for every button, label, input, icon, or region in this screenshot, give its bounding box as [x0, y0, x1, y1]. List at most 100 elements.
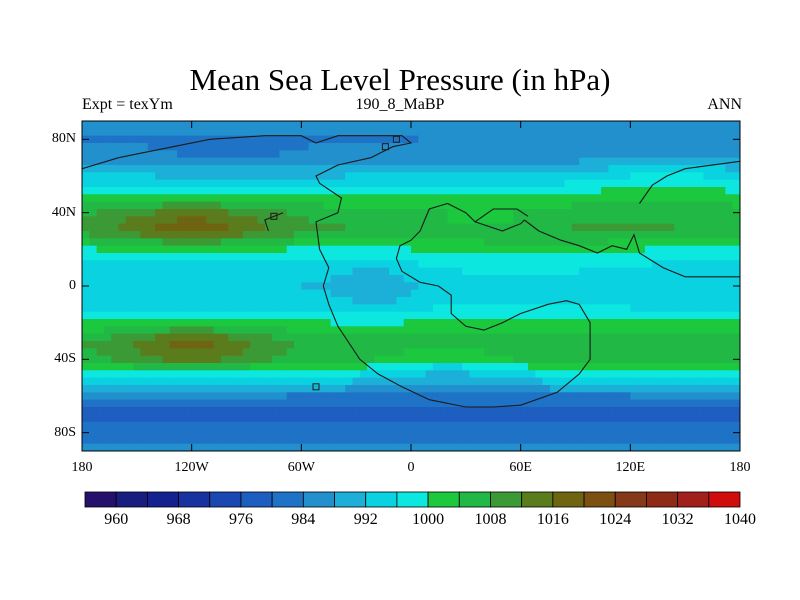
field-cell — [601, 341, 609, 349]
field-cell — [535, 209, 544, 217]
colorbar-swatch — [365, 491, 398, 508]
field-cell — [623, 282, 631, 291]
field-cell — [352, 157, 361, 166]
field-cell — [294, 231, 302, 239]
field-cell — [140, 289, 149, 298]
field-cell — [184, 260, 193, 269]
field-cell — [732, 443, 740, 451]
field-cell — [681, 399, 690, 408]
field-cell — [674, 121, 683, 129]
field-cell — [155, 275, 164, 283]
field-cell — [272, 143, 280, 151]
field-cell — [586, 421, 595, 430]
field-cell — [330, 260, 339, 269]
field-cell — [440, 326, 449, 335]
field-cell — [264, 267, 273, 276]
field-cell — [454, 245, 463, 254]
field-cell — [432, 407, 441, 415]
field-cell — [630, 392, 639, 401]
field-cell — [469, 238, 478, 247]
field-cell — [696, 341, 705, 349]
field-cell — [593, 414, 602, 423]
field-cell — [264, 429, 273, 437]
field-cell — [688, 297, 697, 305]
field-cell — [103, 289, 112, 298]
field-cell — [644, 304, 653, 313]
field-cell — [272, 201, 280, 210]
field-cell — [506, 407, 514, 415]
field-cell — [549, 326, 558, 335]
field-cell — [615, 297, 624, 305]
field-cell — [513, 275, 522, 283]
field-cell — [286, 209, 295, 217]
field-cell — [454, 150, 463, 159]
field-cell — [103, 436, 112, 445]
field-cell — [272, 282, 280, 291]
field-cell — [571, 355, 580, 364]
field-cell — [718, 429, 726, 437]
field-cell — [279, 326, 288, 335]
field-cell — [498, 429, 507, 437]
field-cell — [608, 363, 617, 371]
field-cell — [235, 172, 244, 181]
field-cell — [301, 216, 310, 225]
field-cell — [330, 128, 339, 137]
field-cell — [323, 194, 332, 203]
field-cell — [89, 216, 98, 225]
field-cell — [330, 414, 339, 423]
field-cell — [630, 443, 639, 451]
field-cell — [279, 304, 288, 313]
field-cell — [389, 363, 397, 371]
field-cell — [469, 304, 478, 313]
field-cell — [125, 355, 134, 364]
field-cell — [564, 348, 573, 357]
field-cell — [571, 399, 580, 408]
field-cell — [498, 355, 507, 364]
field-cell — [535, 407, 544, 415]
field-cell — [608, 443, 617, 451]
field-cell — [696, 179, 705, 188]
field-cell — [169, 414, 178, 423]
field-cell — [228, 414, 237, 423]
field-cell — [286, 311, 295, 320]
field-cell — [242, 333, 251, 342]
field-cell — [367, 429, 376, 437]
field-cell — [659, 223, 668, 232]
field-cell — [418, 275, 427, 283]
field-cell — [710, 121, 719, 129]
field-cell — [608, 128, 617, 137]
field-cell — [440, 392, 449, 401]
field-cell — [564, 333, 573, 342]
field-cell — [308, 216, 317, 225]
field-cell — [469, 289, 478, 298]
field-cell — [411, 194, 419, 203]
field-cell — [308, 187, 317, 195]
field-cell — [228, 421, 237, 430]
field-cell — [264, 201, 273, 210]
field-cell — [89, 253, 98, 261]
field-cell — [454, 165, 463, 173]
field-cell — [374, 194, 383, 203]
field-cell — [557, 414, 566, 423]
field-cell — [637, 260, 646, 269]
field-cell — [571, 289, 580, 298]
field-cell — [250, 187, 259, 195]
field-cell — [659, 179, 668, 188]
field-cell — [637, 275, 646, 283]
field-cell — [623, 341, 631, 349]
field-cell — [703, 341, 712, 349]
field-cell — [235, 187, 244, 195]
field-cell — [111, 311, 120, 320]
field-cell — [447, 143, 456, 151]
field-cell — [279, 355, 288, 364]
field-cell — [681, 289, 690, 298]
field-cell — [374, 319, 383, 327]
field-cell — [491, 209, 500, 217]
field-cell — [367, 282, 376, 291]
field-cell — [454, 429, 463, 437]
field-cell — [688, 436, 697, 445]
colorbar-label: 1000 — [412, 511, 445, 528]
field-cell — [257, 407, 266, 415]
field-cell — [630, 172, 639, 181]
field-cell — [579, 341, 588, 349]
